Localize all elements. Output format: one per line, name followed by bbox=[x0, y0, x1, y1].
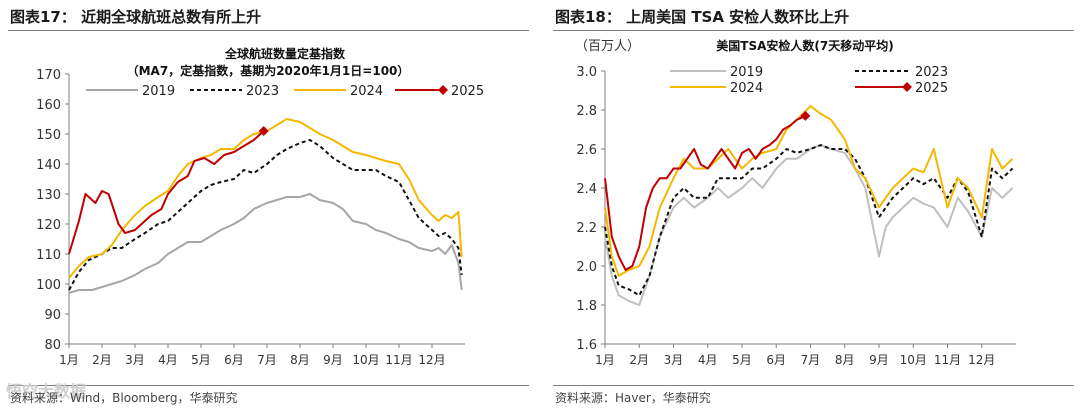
y-tick-label: 2.4 bbox=[576, 182, 597, 197]
x-tick-label: 4月 bbox=[698, 353, 718, 367]
x-tick-label: 11月 bbox=[385, 353, 412, 367]
legend-label-2023: 2023 bbox=[915, 65, 948, 80]
y-tick-label: 140 bbox=[36, 158, 61, 173]
x-tick-label: 1月 bbox=[595, 353, 615, 367]
series-line-2023 bbox=[68, 139, 463, 291]
left-source-divider bbox=[8, 385, 529, 386]
y-tick-label: 90 bbox=[44, 308, 61, 323]
x-tick-label: 8月 bbox=[290, 353, 310, 367]
y-tick-label: 3.0 bbox=[576, 65, 597, 80]
chart-title: 美国TSA安检人数(7天移动平均) bbox=[716, 38, 893, 53]
x-tick-label: 12月 bbox=[968, 353, 995, 367]
legend-marker-2025 bbox=[902, 82, 912, 92]
left-figure-panel: 图表17： 近期全球航班总数有所上升 全球航班数量定基指数 （MA7，定基指数，… bbox=[0, 0, 535, 412]
x-tick-label: 10月 bbox=[900, 353, 927, 367]
series-line-2025 bbox=[604, 114, 806, 271]
y-tick-label: 80 bbox=[44, 338, 61, 353]
x-tick-label: 12月 bbox=[418, 353, 445, 367]
y-tick-label: 2.6 bbox=[576, 143, 597, 158]
left-title-divider bbox=[8, 30, 529, 31]
legend-label-2019: 2019 bbox=[142, 84, 175, 99]
x-tick-label: 7月 bbox=[257, 353, 277, 367]
series-line-2024 bbox=[68, 118, 463, 279]
x-tick-label: 4月 bbox=[158, 353, 178, 367]
x-tick-label: 1月 bbox=[59, 353, 79, 367]
left-source-note: 资料来源：Wind，Bloomberg，华泰研究 bbox=[10, 391, 238, 405]
y-tick-label: 2.8 bbox=[576, 104, 597, 119]
y-tick-label: 130 bbox=[36, 188, 61, 203]
right-source-note: 资料来源：Haver，华泰研究 bbox=[555, 391, 711, 405]
series-end-marker-2025 bbox=[258, 126, 269, 136]
y-tick-label: 120 bbox=[36, 218, 61, 233]
series-line-2019 bbox=[604, 144, 1014, 306]
chart-title: 全球航班数量定基指数 bbox=[224, 46, 346, 61]
legend-label-2019: 2019 bbox=[730, 65, 763, 80]
x-tick-label: 3月 bbox=[125, 353, 145, 367]
y-tick-label: 150 bbox=[36, 128, 61, 143]
series-line-2023 bbox=[604, 144, 1014, 297]
y-tick-label: 1.8 bbox=[576, 299, 597, 314]
right-title-divider bbox=[553, 30, 1074, 31]
y-tick-label: 170 bbox=[36, 68, 61, 83]
legend-label-2024: 2024 bbox=[350, 84, 383, 99]
x-tick-label: 3月 bbox=[664, 353, 684, 367]
right-source-divider bbox=[553, 385, 1074, 386]
x-tick-label: 6月 bbox=[224, 353, 244, 367]
right-figure-title: 图表18： 上周美国 TSA 安检人数环比上升 bbox=[555, 8, 850, 26]
y-tick-label: 160 bbox=[36, 98, 61, 113]
legend-marker-2025 bbox=[438, 85, 448, 95]
series-line-2024 bbox=[604, 105, 1014, 277]
x-tick-label: 7月 bbox=[801, 353, 821, 367]
x-tick-label: 2月 bbox=[629, 353, 649, 367]
y-tick-label: 100 bbox=[36, 278, 61, 293]
x-tick-label: 9月 bbox=[323, 353, 343, 367]
x-tick-label: 9月 bbox=[869, 353, 889, 367]
series-line-2019 bbox=[68, 193, 463, 294]
legend-label-2023: 2023 bbox=[246, 84, 279, 99]
legend-label-2025: 2025 bbox=[915, 81, 948, 96]
y-tick-label: 110 bbox=[36, 248, 61, 263]
legend-label-2024: 2024 bbox=[730, 81, 763, 96]
x-tick-label: 11月 bbox=[934, 353, 961, 367]
y-axis-unit-label: （百万人） bbox=[575, 39, 640, 54]
legend-label-2025: 2025 bbox=[451, 84, 484, 99]
right-figure-panel: 图表18： 上周美国 TSA 安检人数环比上升 （百万人） 美国TSA安检人数(… bbox=[545, 0, 1080, 412]
x-tick-label: 10月 bbox=[352, 353, 379, 367]
tsa-screenings-chart: （百万人） 美国TSA安检人数(7天移动平均) 1.6 1.8 2.0 2.2 2.4 2… bbox=[575, 38, 1016, 367]
y-tick-label: 1.6 bbox=[576, 338, 597, 353]
chart-subtitle: （MA7，定基指数，基期为2020年1月1日=100） bbox=[127, 63, 410, 78]
x-tick-label: 5月 bbox=[191, 353, 211, 367]
left-figure-title: 图表17： 近期全球航班总数有所上升 bbox=[10, 8, 262, 26]
x-tick-label: 8月 bbox=[835, 353, 855, 367]
global-flights-chart: 全球航班数量定基指数 （MA7，定基指数，基期为2020年1月1日=100） 8… bbox=[36, 46, 484, 367]
y-tick-label: 2.2 bbox=[576, 221, 597, 236]
y-tick-label: 2.0 bbox=[576, 260, 597, 275]
series-line-2025 bbox=[68, 130, 265, 255]
watermark: 悟空大数据 bbox=[6, 382, 87, 401]
series-end-marker-2025 bbox=[800, 110, 811, 121]
x-tick-label: 2月 bbox=[92, 353, 112, 367]
x-tick-label: 6月 bbox=[766, 353, 786, 367]
x-tick-label: 5月 bbox=[732, 353, 752, 367]
